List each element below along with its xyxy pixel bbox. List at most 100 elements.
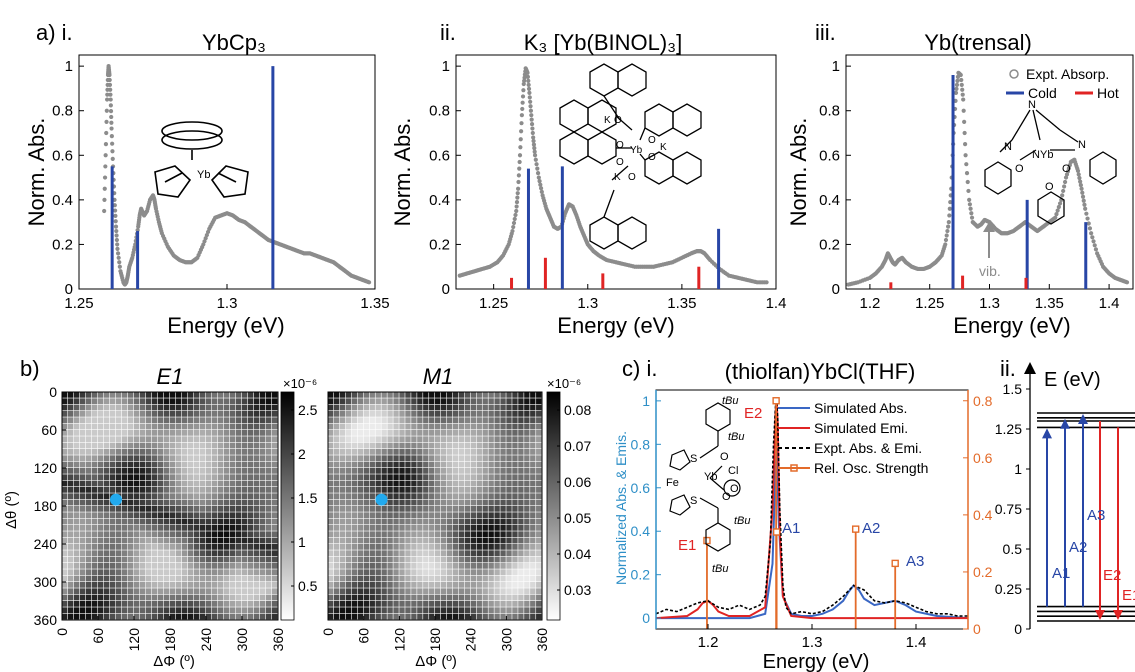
x-tick-label: 60 <box>90 628 106 644</box>
heatmap-cell <box>476 449 482 455</box>
heatmap-cell <box>80 487 86 493</box>
heatmap-cell <box>512 569 518 576</box>
heatmap-cell <box>530 474 536 481</box>
heatmap-cell <box>417 442 423 449</box>
heatmap-cell <box>387 582 393 588</box>
heatmap-cell <box>254 594 260 601</box>
heatmap-cell <box>375 588 381 595</box>
heatmap-cell <box>446 550 453 557</box>
heatmap-cell <box>423 411 429 417</box>
heatmap-cell <box>266 392 272 398</box>
heatmap-cell <box>494 436 500 443</box>
legend-label: Expt. Abs. & Emi. <box>814 440 922 456</box>
heatmap-cell <box>399 518 405 525</box>
heatmap-cell <box>260 398 266 405</box>
heatmap-cell <box>140 487 146 493</box>
heatmap-cell <box>452 442 459 449</box>
heatmap-cell <box>351 398 358 405</box>
heatmap-cell <box>128 398 134 405</box>
heatmap-cell <box>152 544 158 550</box>
heatmap-cell <box>446 499 453 506</box>
heatmap-cell <box>423 430 429 436</box>
heatmap-cell <box>357 417 364 424</box>
heatmap-cell <box>230 544 236 550</box>
heatmap-cell <box>164 537 170 544</box>
expt-point <box>539 189 544 194</box>
heatmap-cell <box>405 506 411 512</box>
heatmap-cell <box>194 506 200 512</box>
heatmap-cell <box>423 468 429 474</box>
heatmap-cell <box>158 468 164 474</box>
y-tick-label: 0.2 <box>429 236 450 253</box>
heatmap-cell <box>339 442 346 449</box>
heatmap-cell <box>536 392 542 398</box>
heatmap-cell <box>218 398 224 405</box>
heatmap-cell <box>110 582 116 588</box>
heatmap-cell <box>470 550 477 557</box>
heatmap-cell <box>417 468 423 474</box>
heatmap-cell <box>206 575 212 582</box>
expt-line <box>656 400 968 617</box>
heatmap-cell <box>170 487 176 493</box>
heatmap-cell <box>518 518 524 525</box>
heatmap-M1: M1 0 60 120 180 240 300 360 ΔΦ (º) ×10⁻⁶ 0.080… <box>320 364 591 670</box>
heatmap-cell <box>158 537 164 544</box>
heatmap-cell <box>266 455 272 462</box>
heatmap-cell <box>524 582 530 588</box>
heatmap-cell <box>351 556 358 563</box>
heatmap-cell <box>536 442 542 449</box>
heatmap-cell <box>476 468 482 474</box>
heatmap-cell <box>158 493 164 500</box>
heatmap-cell <box>351 512 358 519</box>
heatmap-cell <box>328 544 334 550</box>
heatmap-cell <box>68 411 74 417</box>
heatmap-cell <box>375 392 381 398</box>
heatmap-cell <box>158 531 164 538</box>
heatmap-cell <box>357 601 364 607</box>
heatmap-cell <box>357 512 364 519</box>
heatmap-cell <box>158 525 164 531</box>
heatmap-cell <box>351 493 358 500</box>
heatmap-cell <box>188 493 194 500</box>
y-tick-label: 120 <box>34 460 58 476</box>
expt-point <box>511 220 517 226</box>
heatmap-cell <box>68 461 74 468</box>
heatmap-cell <box>363 480 370 487</box>
heatmap-cell <box>98 411 104 417</box>
heatmap-cell <box>146 461 152 468</box>
heatmap-cell <box>411 461 417 468</box>
heatmap-cell <box>230 607 236 614</box>
heatmap-cell <box>272 404 278 411</box>
peak-label-E2: E2 <box>744 405 762 422</box>
heatmap-cell <box>435 518 441 525</box>
heatmap-cell <box>328 601 334 607</box>
heatmap-cell <box>464 423 471 430</box>
heatmap-cell <box>369 506 375 512</box>
heatmap-cell <box>152 531 158 538</box>
heatmap-cell <box>470 537 477 544</box>
heatmap-cell <box>470 468 477 474</box>
heatmap-cell <box>218 487 224 493</box>
heatmap-cell <box>458 493 465 500</box>
heatmap-cell <box>339 582 346 588</box>
heatmap-cell <box>488 449 494 455</box>
heatmap-cell <box>452 430 459 436</box>
heatmap-cell <box>218 480 224 487</box>
expt-point <box>115 246 120 251</box>
heatmap-cell <box>387 430 393 436</box>
heatmap-cell <box>146 613 152 620</box>
heatmap-cell <box>170 461 176 468</box>
heatmap-cell <box>158 430 164 436</box>
heatmap-cell <box>536 398 542 405</box>
heatmap-cell <box>242 531 248 538</box>
heatmap-cell <box>357 487 364 493</box>
heatmap-cell <box>254 430 260 436</box>
heatmap-cell <box>458 487 465 493</box>
heatmap-cell <box>188 449 194 455</box>
heatmap-cell <box>254 423 260 430</box>
expt-point <box>1085 216 1090 221</box>
heatmap-cell <box>333 506 340 512</box>
heatmap-cell <box>482 430 488 436</box>
heatmap-cell <box>98 582 104 588</box>
heatmap-cell <box>494 563 500 569</box>
